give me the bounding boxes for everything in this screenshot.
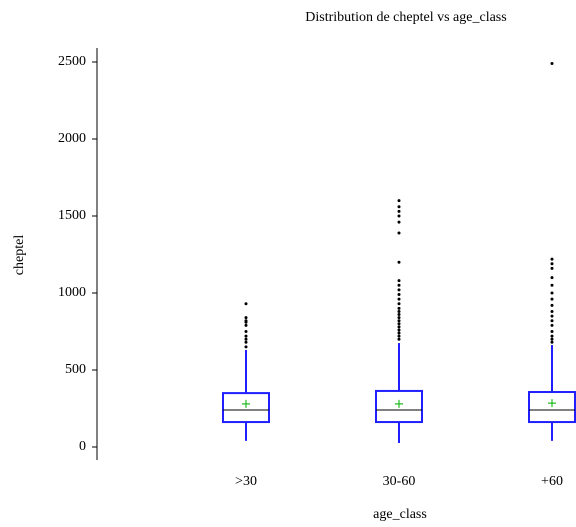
y-tick-label: 1000 [58, 285, 86, 300]
outlier [550, 262, 554, 266]
outlier [550, 276, 554, 280]
outlier [550, 309, 554, 313]
box [222, 392, 270, 424]
mean-marker [242, 399, 250, 408]
outlier [244, 337, 248, 341]
outlier [244, 316, 248, 320]
outlier [397, 319, 401, 323]
outlier [550, 297, 554, 301]
outlier [397, 288, 401, 292]
outlier [550, 291, 554, 295]
outlier [550, 334, 554, 338]
outlier [397, 199, 401, 203]
outlier [550, 323, 554, 327]
outlier [244, 319, 248, 323]
outlier [397, 306, 401, 310]
outlier [397, 209, 401, 213]
y-axis-label: cheptel [12, 235, 27, 276]
outlier [244, 334, 248, 338]
outlier [397, 231, 401, 235]
outlier [397, 322, 401, 326]
outlier [550, 337, 554, 341]
outlier [244, 323, 248, 327]
outlier [397, 214, 401, 218]
y-tick-label: 0 [79, 439, 86, 454]
outlier [244, 340, 248, 344]
outlier [550, 319, 554, 323]
y-tick-label: 1500 [58, 208, 86, 223]
x-tick-label: +60 [541, 474, 563, 489]
outlier [397, 331, 401, 335]
outlier [397, 328, 401, 332]
outlier [397, 313, 401, 317]
x-tick-label: 30-60 [383, 474, 416, 489]
outlier [244, 302, 248, 306]
outlier [550, 303, 554, 307]
outlier [397, 205, 401, 209]
outlier [397, 337, 401, 341]
outlier [397, 325, 401, 329]
outlier [397, 279, 401, 283]
y-tick-label: 2500 [58, 54, 86, 69]
outlier [244, 345, 248, 349]
box [375, 389, 423, 424]
outlier [550, 266, 554, 270]
outlier [397, 302, 401, 306]
outlier [397, 293, 401, 297]
y-tick-label: 500 [65, 362, 86, 377]
outlier [550, 330, 554, 333]
outlier [397, 220, 401, 224]
outlier [550, 314, 554, 318]
outlier [397, 309, 401, 313]
outlier [550, 62, 554, 66]
outlier [397, 283, 401, 287]
outlier [397, 260, 401, 264]
outlier [550, 283, 554, 287]
chart-title: Distribution de cheptel vs age_class [305, 10, 506, 25]
outlier [397, 297, 401, 301]
mean-marker [548, 399, 556, 408]
x-axis-label: age_class [373, 507, 427, 522]
outlier [550, 340, 554, 344]
y-tick-label: 2000 [58, 131, 86, 146]
outlier [397, 316, 401, 320]
mean-marker [395, 399, 403, 408]
x-tick-label: >30 [235, 474, 257, 489]
box [528, 391, 576, 424]
outlier [397, 334, 401, 338]
outlier [244, 330, 248, 333]
outlier [550, 257, 554, 261]
